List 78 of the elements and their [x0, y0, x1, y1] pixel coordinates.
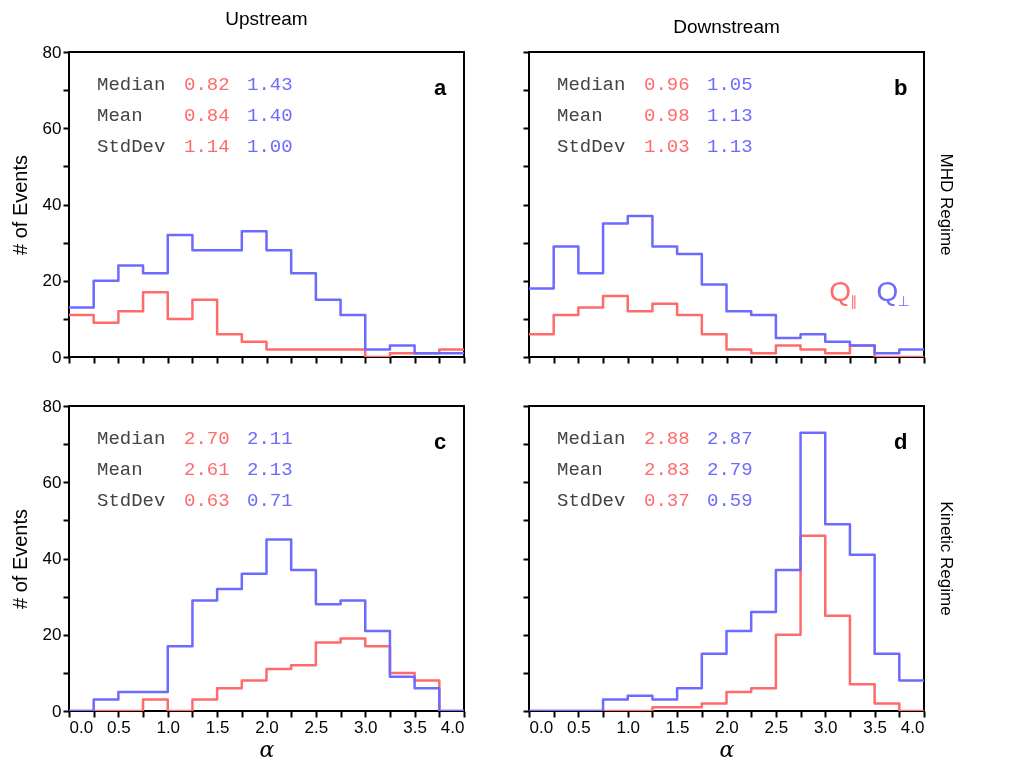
x-tick-label: 2.5 — [304, 717, 329, 737]
annotation: 2.13 — [247, 459, 293, 481]
annotation: 1.13 — [707, 136, 753, 158]
annotation: 2.61 — [184, 459, 230, 481]
annotation: StdDev — [97, 136, 166, 158]
x-tick-label: 3.0 — [353, 717, 378, 737]
chart-title: Downstream — [673, 16, 780, 37]
annotation: 0.84 — [184, 105, 230, 127]
annotation: StdDev — [557, 136, 626, 158]
y-tick-label: 20 — [42, 625, 62, 645]
x-tick-label: 1.0 — [616, 717, 641, 737]
y-tick-label: 60 — [42, 472, 62, 492]
annotation: 1.03 — [644, 136, 690, 158]
annotation: Median — [557, 74, 626, 96]
annotation: d — [894, 429, 908, 454]
series-label: Q⊥ — [876, 275, 910, 309]
annotation: Median — [97, 74, 166, 96]
annotation: 0.71 — [247, 490, 293, 512]
annotation: 1.13 — [707, 105, 753, 127]
chart-title: Upstream — [225, 8, 308, 29]
annotation: Mean — [557, 459, 603, 481]
x-tick-label: 4.0 — [900, 717, 925, 737]
x-tick-label: 0.5 — [107, 717, 131, 737]
y-tick-label: 0 — [52, 347, 62, 367]
annotation: b — [894, 75, 908, 100]
annotation: StdDev — [557, 490, 626, 512]
x-tick-label: 4.0 — [440, 717, 465, 737]
annotation: 0.59 — [707, 490, 753, 512]
annotation: 2.79 — [707, 459, 753, 481]
x-tick-label: 1.5 — [205, 717, 230, 737]
annotation: 1.40 — [247, 105, 293, 127]
annotation: 1.00 — [247, 136, 293, 158]
annotation: 0.98 — [644, 105, 690, 127]
annotation: 0.96 — [644, 74, 690, 96]
x-tick-label: 2.0 — [715, 717, 739, 737]
x-axis-title: α — [719, 736, 735, 762]
annotation: 2.70 — [184, 428, 230, 450]
x-tick-label: 2.5 — [764, 717, 789, 737]
y-axis-title: # of Events — [8, 508, 31, 610]
y2-axis-title: MHD Regime — [937, 153, 956, 256]
annotation: Mean — [97, 459, 143, 481]
annotation: c — [434, 429, 447, 454]
annotation: 1.05 — [707, 74, 753, 96]
x-tick-label: 0.5 — [567, 717, 591, 737]
y2-axis-title: Kinetic Regime — [937, 501, 956, 616]
y-tick-label: 40 — [42, 195, 62, 214]
x-axis-title: α — [259, 736, 275, 762]
annotation: Median — [557, 428, 626, 450]
y-tick-label: 80 — [42, 42, 62, 62]
series-label: Q∥ — [829, 275, 858, 309]
y-tick-label: 80 — [42, 396, 62, 416]
annotation: 0.82 — [184, 74, 230, 96]
annotation: 0.63 — [184, 490, 230, 512]
annotation: Median — [97, 428, 166, 450]
y-axis-title: # of Events — [8, 154, 31, 256]
x-tick-label: 1.0 — [156, 717, 181, 737]
annotation: a — [434, 75, 447, 100]
x-tick-label: 1.5 — [665, 717, 690, 737]
y-tick-label: 40 — [42, 549, 62, 568]
x-tick-label: 0.0 — [529, 717, 554, 737]
annotation: 2.11 — [247, 428, 293, 450]
annotation: 0.37 — [644, 490, 690, 512]
annotation: 1.14 — [184, 136, 230, 158]
annotation: Mean — [97, 105, 143, 127]
annotation: StdDev — [97, 490, 166, 512]
y-tick-label: 0 — [52, 701, 62, 721]
x-tick-label: 2.0 — [255, 717, 279, 737]
y-tick-label: 20 — [42, 271, 62, 291]
y-tick-label: 60 — [42, 118, 62, 138]
annotation: Mean — [557, 105, 603, 127]
annotation: 2.87 — [707, 428, 753, 450]
annotation: 1.43 — [247, 74, 293, 96]
annotation: 2.83 — [644, 459, 690, 481]
x-tick-label: 3.0 — [813, 717, 838, 737]
x-tick-label: 0.0 — [69, 717, 94, 737]
annotation: 2.88 — [644, 428, 690, 450]
x-tick-label: 3.5 — [403, 717, 427, 737]
x-tick-label: 3.5 — [863, 717, 887, 737]
